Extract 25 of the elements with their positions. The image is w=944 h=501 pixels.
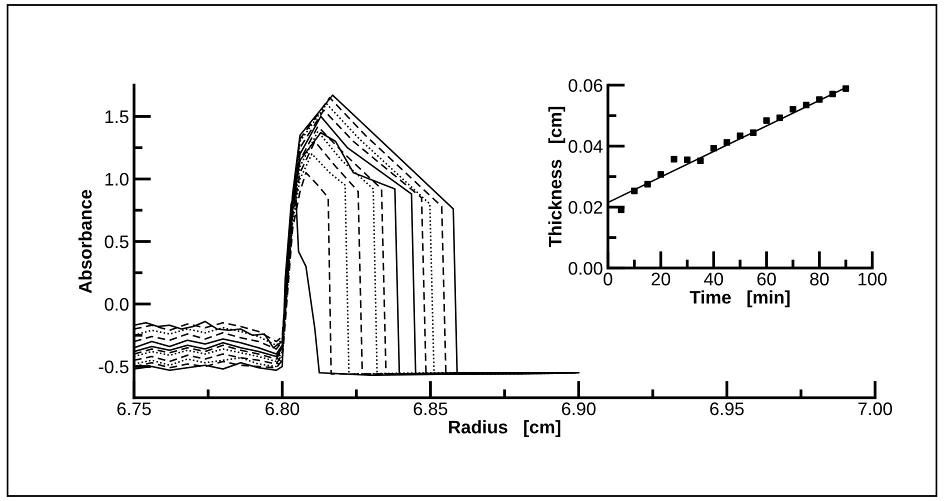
x-axis-title: Time [min]: [690, 290, 790, 308]
y-tick-label: 0.04: [568, 140, 603, 153]
x-tick-label: 40: [704, 272, 723, 286]
y-tick-label: 0.0: [104, 298, 128, 311]
y-axis-title: Thickness [cm]: [548, 106, 566, 248]
x-tick-label: 6.80: [266, 402, 300, 416]
x-tick-label: 20: [652, 272, 670, 286]
x-tick-label: 0: [604, 272, 612, 286]
x-tick-label: 7.00: [858, 402, 892, 416]
y-tick-label: 0.02: [568, 201, 602, 214]
y-tick-label: 0.5: [104, 235, 128, 248]
y-tick-label: 1.0: [105, 172, 128, 186]
y-tick-label: -0.5: [98, 360, 128, 374]
y-axis-title: Absorbance: [78, 190, 92, 294]
x-tick-label: 6.75: [117, 402, 151, 416]
x-tick-label: 6.85: [414, 402, 448, 416]
y-tick-label: 1.5: [105, 110, 128, 124]
x-tick-label: 100: [858, 272, 887, 286]
x-tick-label: 6.90: [562, 402, 596, 416]
x-tick-label: 80: [810, 272, 829, 286]
x-axis-title: Radius [cm]: [449, 420, 560, 438]
y-tick-label: 0.06: [568, 79, 602, 92]
y-tick-label: 0.00: [568, 262, 602, 275]
x-tick-label: 60: [757, 272, 776, 286]
x-tick-label: 6.95: [710, 402, 744, 416]
